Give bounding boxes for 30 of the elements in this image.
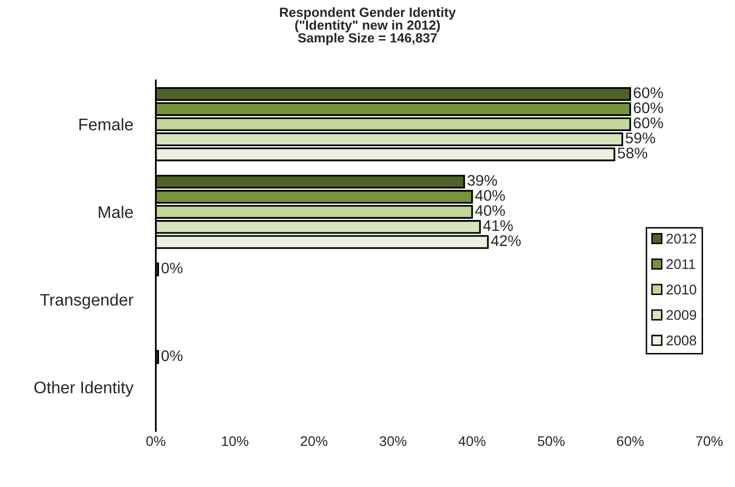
legend-label: 2012 xyxy=(666,234,696,244)
x-tick-label: 0% xyxy=(146,436,166,446)
data-label: 60% xyxy=(634,87,664,98)
data-label: 60% xyxy=(634,117,664,128)
x-tick-label: 50% xyxy=(538,436,565,446)
x-tick-label: 30% xyxy=(380,436,406,446)
y-tick-label: Transgender xyxy=(40,293,134,309)
data-label: 41% xyxy=(483,220,513,231)
y-tick-label: Other Identity xyxy=(34,381,134,397)
y-tick-label: Male xyxy=(98,206,133,218)
legend-label: 2009 xyxy=(666,310,696,320)
x-tick-label: 60% xyxy=(617,436,644,446)
legend-label: 2008 xyxy=(666,336,696,346)
x-tick-label: 20% xyxy=(300,436,328,446)
legend-label: 2010 xyxy=(666,284,696,294)
y-tick-label: Female xyxy=(79,118,133,130)
legend-label: 2011 xyxy=(666,259,696,270)
data-label: 40% xyxy=(475,205,505,216)
data-label: 58% xyxy=(618,148,648,158)
x-tick-label: 40% xyxy=(458,436,486,446)
data-label: 59% xyxy=(626,132,656,144)
chart-title: Respondent Gender Identity ("Identity" new in 2012) Sample Size = 146,837 xyxy=(280,7,456,46)
data-label: 40% xyxy=(475,190,505,201)
data-label: 0% xyxy=(162,350,183,362)
x-tick-label: 70% xyxy=(696,436,723,446)
data-label: 42% xyxy=(491,235,521,246)
data-label: 0% xyxy=(162,262,183,274)
data-label: 60% xyxy=(634,102,664,114)
x-tick-label: 10% xyxy=(222,436,248,446)
data-label: 39% xyxy=(468,174,497,186)
